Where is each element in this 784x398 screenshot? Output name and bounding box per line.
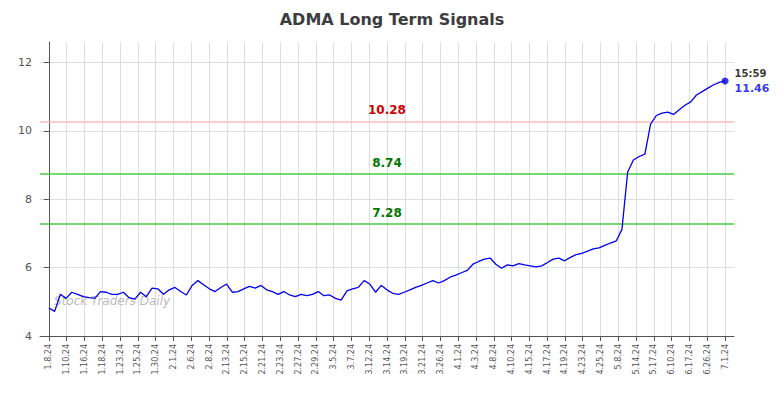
svg-text:4.3.24: 4.3.24 xyxy=(471,344,480,369)
svg-text:10: 10 xyxy=(18,124,32,137)
svg-text:ADMA Long Term Signals: ADMA Long Term Signals xyxy=(280,10,505,29)
svg-text:4.19.24: 4.19.24 xyxy=(560,344,569,375)
svg-text:8: 8 xyxy=(25,193,32,206)
svg-text:7.1.24: 7.1.24 xyxy=(721,344,730,369)
svg-text:6.17.24: 6.17.24 xyxy=(685,344,694,375)
svg-text:3.19.24: 3.19.24 xyxy=(400,344,409,375)
svg-text:7.28: 7.28 xyxy=(372,206,402,220)
svg-text:4: 4 xyxy=(25,330,32,343)
svg-text:4.1.24: 4.1.24 xyxy=(454,344,463,369)
svg-text:3.21.24: 3.21.24 xyxy=(418,344,427,375)
svg-text:4.23.24: 4.23.24 xyxy=(578,344,587,375)
svg-text:2.15.24: 2.15.24 xyxy=(240,344,249,375)
svg-text:12: 12 xyxy=(18,56,32,69)
svg-text:4.8.24: 4.8.24 xyxy=(489,344,498,369)
svg-text:2.13.24: 2.13.24 xyxy=(222,344,231,375)
svg-text:3.14.24: 3.14.24 xyxy=(383,344,392,375)
svg-text:Stock Traders Daily: Stock Traders Daily xyxy=(54,294,171,308)
svg-text:1.10.24: 1.10.24 xyxy=(62,344,71,375)
svg-text:2.29.24: 2.29.24 xyxy=(311,344,320,375)
svg-text:6.26.24: 6.26.24 xyxy=(703,344,712,375)
svg-text:4.25.24: 4.25.24 xyxy=(596,344,605,375)
svg-text:1.8.24: 1.8.24 xyxy=(44,344,53,369)
svg-text:2.21.24: 2.21.24 xyxy=(258,344,267,375)
svg-text:6: 6 xyxy=(25,261,32,274)
svg-text:3.12.24: 3.12.24 xyxy=(365,344,374,375)
svg-text:11.46: 11.46 xyxy=(735,82,770,95)
svg-text:2.6.24: 2.6.24 xyxy=(187,344,196,369)
svg-text:5.8.24: 5.8.24 xyxy=(614,344,623,369)
svg-text:2.23.24: 2.23.24 xyxy=(276,344,285,375)
svg-text:4.15.24: 4.15.24 xyxy=(525,344,534,375)
svg-text:2.27.24: 2.27.24 xyxy=(294,344,303,375)
svg-text:4.10.24: 4.10.24 xyxy=(507,344,516,375)
svg-text:3.26.24: 3.26.24 xyxy=(436,344,445,375)
svg-text:4.17.24: 4.17.24 xyxy=(543,344,552,375)
svg-text:1.23.24: 1.23.24 xyxy=(116,344,125,375)
svg-text:6.10.24: 6.10.24 xyxy=(667,344,676,375)
svg-text:1.18.24: 1.18.24 xyxy=(98,344,107,375)
svg-text:10.28: 10.28 xyxy=(368,103,406,117)
svg-text:1.25.24: 1.25.24 xyxy=(133,344,142,375)
svg-text:1.16.24: 1.16.24 xyxy=(80,344,89,375)
svg-text:15:59: 15:59 xyxy=(735,68,767,79)
svg-text:8.74: 8.74 xyxy=(372,156,402,170)
svg-text:2.8.24: 2.8.24 xyxy=(205,344,214,369)
svg-text:5.14.24: 5.14.24 xyxy=(632,344,641,375)
svg-text:1.30.24: 1.30.24 xyxy=(151,344,160,375)
svg-text:3.5.24: 3.5.24 xyxy=(329,344,338,369)
svg-text:3.7.24: 3.7.24 xyxy=(347,344,356,369)
svg-text:5.17.24: 5.17.24 xyxy=(649,344,658,375)
svg-text:2.1.24: 2.1.24 xyxy=(169,344,178,369)
